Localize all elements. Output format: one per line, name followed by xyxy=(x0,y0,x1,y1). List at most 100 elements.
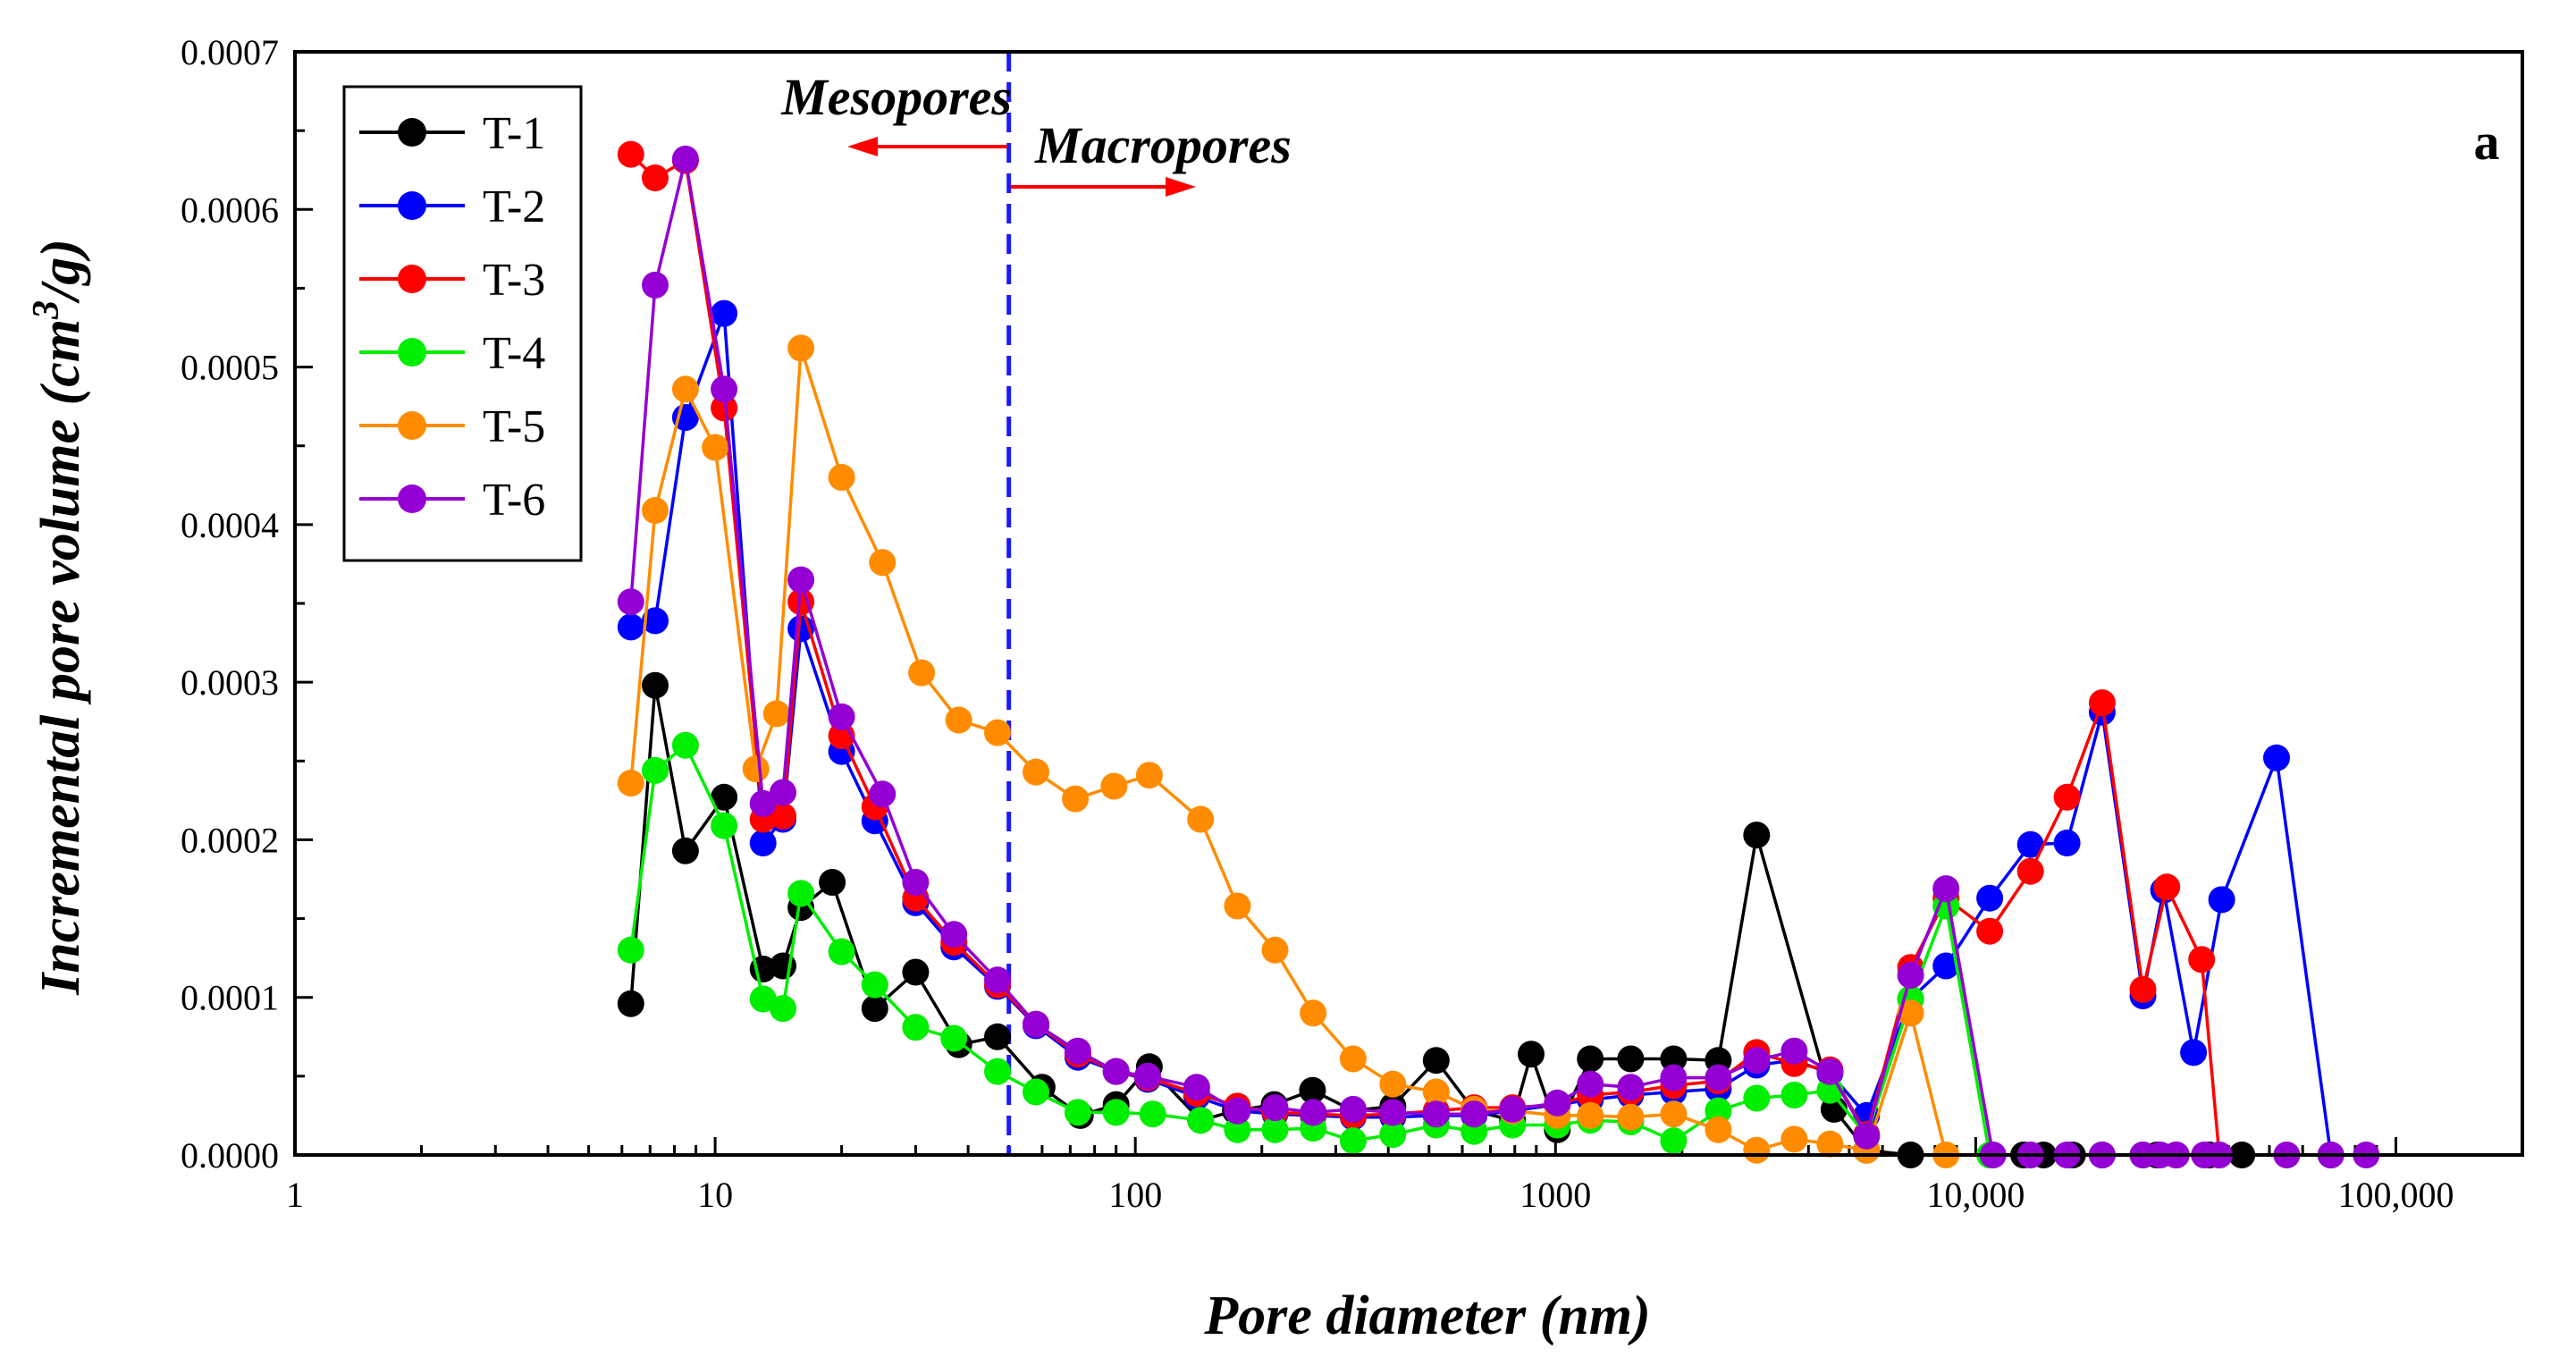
legend-entry: T-3 xyxy=(359,255,545,306)
data-point xyxy=(1187,805,1215,833)
data-point xyxy=(1422,1047,1450,1075)
data-point xyxy=(671,837,699,864)
data-point xyxy=(617,936,644,964)
data-point xyxy=(2263,744,2290,771)
data-point xyxy=(711,394,738,422)
data-point xyxy=(787,566,815,594)
data-point xyxy=(1183,1074,1210,1101)
legend-swatch-marker xyxy=(398,265,426,293)
legend-entry: T-2 xyxy=(359,181,545,232)
data-point xyxy=(1577,1101,1604,1129)
data-point xyxy=(984,966,1011,994)
data-point xyxy=(1261,936,1289,964)
data-point xyxy=(1816,1058,1844,1085)
data-point xyxy=(1379,1070,1407,1098)
data-point xyxy=(902,958,930,986)
y-tick-label: 0.0004 xyxy=(181,505,279,545)
data-point xyxy=(749,789,777,817)
data-point xyxy=(642,607,669,635)
data-point xyxy=(1853,1122,1881,1150)
data-point xyxy=(1139,1100,1166,1128)
legend-label: T-5 xyxy=(483,401,545,452)
data-point xyxy=(671,731,699,759)
data-point xyxy=(1187,1107,1215,1134)
data-point xyxy=(828,464,855,491)
data-point xyxy=(1261,1094,1289,1122)
data-point xyxy=(861,995,888,1023)
legend-label: T-2 xyxy=(483,181,545,232)
data-point xyxy=(2180,1039,2208,1066)
legend-entry: T-4 xyxy=(359,328,545,379)
data-point xyxy=(711,783,738,811)
data-point xyxy=(828,938,855,965)
data-point xyxy=(1064,1037,1091,1065)
y-tick-label: 0.0000 xyxy=(181,1135,279,1176)
data-point xyxy=(642,756,669,784)
data-point xyxy=(1518,1041,1545,1068)
data-point xyxy=(1224,892,1251,920)
data-point xyxy=(1577,1070,1604,1098)
data-point xyxy=(742,755,770,783)
series-group xyxy=(617,140,2380,1168)
data-point xyxy=(1023,758,1049,786)
data-point xyxy=(984,719,1011,746)
legend-swatch-marker xyxy=(398,118,426,147)
data-point xyxy=(1932,875,1960,903)
data-point xyxy=(1023,1078,1049,1106)
data-point xyxy=(617,140,644,168)
data-point xyxy=(1705,1064,1732,1092)
legend-label: T-3 xyxy=(483,255,545,306)
mesopores-label: Mesopores xyxy=(780,68,1012,126)
data-point xyxy=(787,588,815,616)
data-point xyxy=(1897,962,1924,989)
y-axis-title: Incremental pore volume (cm3/g) xyxy=(26,239,91,996)
legend-label: T-1 xyxy=(483,108,545,159)
y-tick-label: 0.0007 xyxy=(181,32,279,72)
data-point xyxy=(1300,1099,1327,1126)
y-tick-label: 0.0001 xyxy=(181,978,279,1018)
y-axis-title-unit-end: /g) xyxy=(30,239,91,304)
x-tick-label: 10,000 xyxy=(1926,1175,2025,1215)
data-point xyxy=(749,830,777,856)
data-point xyxy=(770,803,796,830)
x-tick-label: 1 xyxy=(286,1175,304,1215)
data-point xyxy=(2153,873,2181,901)
macropores-arrow-head xyxy=(1166,177,1196,197)
data-point xyxy=(869,780,897,808)
x-tick-label: 1000 xyxy=(1520,1175,1591,1215)
data-point xyxy=(1660,1045,1688,1073)
data-point xyxy=(2208,886,2235,914)
data-point xyxy=(940,1024,968,1052)
legend-entry: T-1 xyxy=(359,108,545,159)
macropores-label: Macropores xyxy=(1034,116,1292,174)
data-point xyxy=(617,613,644,641)
data-point xyxy=(1300,999,1327,1027)
data-point xyxy=(1224,1116,1251,1143)
data-point xyxy=(1743,822,1771,849)
data-point xyxy=(1422,1078,1450,1106)
data-point xyxy=(787,880,815,907)
data-point xyxy=(902,1014,930,1041)
data-point xyxy=(1339,1095,1367,1123)
data-point xyxy=(1379,1099,1407,1126)
data-point xyxy=(642,497,669,524)
data-point xyxy=(2053,783,2081,811)
data-point xyxy=(1780,1125,1808,1153)
x-tick-label: 100,000 xyxy=(2337,1175,2454,1215)
data-point xyxy=(1135,762,1163,789)
data-point xyxy=(1780,1082,1808,1108)
x-axis-title: Pore diameter (nm) xyxy=(1203,1285,1650,1346)
legend-swatch-marker xyxy=(398,338,426,367)
data-point xyxy=(702,434,729,461)
data-point xyxy=(1816,1130,1844,1158)
data-point xyxy=(1743,1136,1771,1164)
data-point xyxy=(711,299,738,327)
data-point xyxy=(1224,1097,1251,1125)
data-point xyxy=(908,659,936,687)
data-point xyxy=(770,995,796,1023)
data-point xyxy=(2088,689,2116,717)
data-point xyxy=(1617,1074,1645,1101)
data-point xyxy=(711,375,738,403)
legend-entry: T-5 xyxy=(359,401,545,452)
